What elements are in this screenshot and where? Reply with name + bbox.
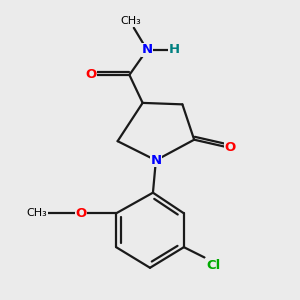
Text: H: H	[169, 44, 180, 56]
Text: O: O	[85, 68, 96, 81]
Text: N: N	[150, 154, 161, 167]
Text: Cl: Cl	[206, 259, 220, 272]
Text: CH₃: CH₃	[121, 16, 141, 26]
Text: O: O	[224, 141, 236, 154]
Text: CH₃: CH₃	[26, 208, 47, 218]
Text: O: O	[75, 207, 86, 220]
Text: N: N	[142, 44, 153, 56]
